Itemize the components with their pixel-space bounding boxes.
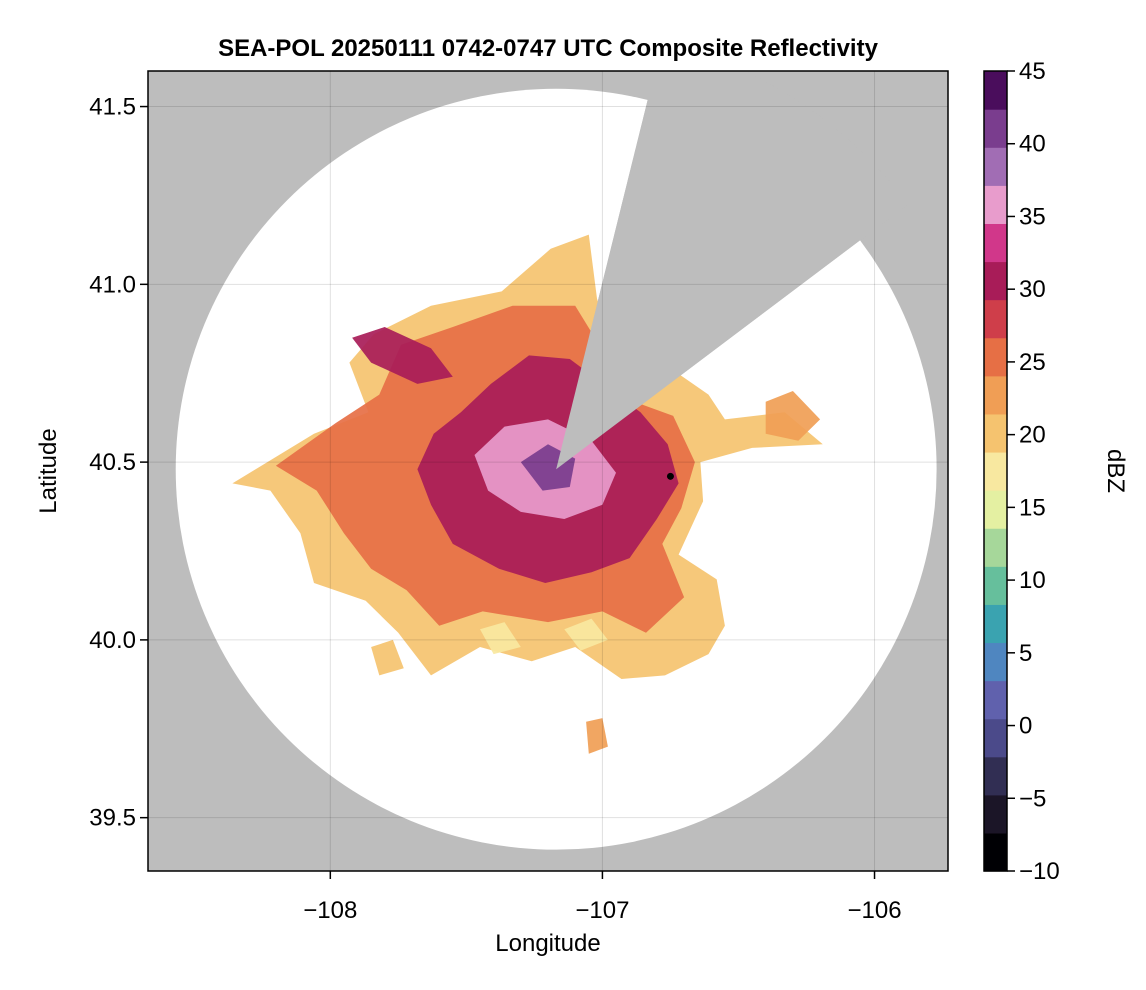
colorbar-cell [984, 223, 1007, 263]
y-tick-label: 40.5 [89, 449, 136, 476]
colorbar-tick-label: 0 [1019, 713, 1032, 740]
colorbar-cell [984, 642, 1007, 682]
colorbar-cell [984, 109, 1007, 148]
echo-region-southwest-blob [371, 639, 404, 676]
colorbar-tick-label: 45 [1019, 58, 1046, 85]
y-tick-label: 39.5 [89, 805, 136, 832]
radar-marker [666, 472, 674, 480]
colorbar-cell [984, 490, 1007, 529]
plot-frame [147, 70, 949, 872]
x-axis-ticks: −108 −107 −106 [303, 871, 902, 924]
y-tick-label: 41.5 [89, 94, 136, 121]
echo-region-south-blob [586, 718, 608, 754]
echo-region-south-green-1 [480, 622, 521, 655]
colorbar-tick-label: 25 [1019, 349, 1046, 376]
grid-lines [148, 71, 948, 871]
colorbar-cell [984, 566, 1007, 605]
echo-region-east-patch [765, 391, 821, 441]
colorbar-cell [984, 185, 1007, 224]
x-tick-label: −108 [303, 897, 357, 924]
colorbar-tick-label: 35 [1019, 203, 1046, 230]
colorbar-tick-label: 10 [1019, 567, 1046, 594]
echo-region-nw-band [352, 327, 453, 384]
x-tick-label: −106 [847, 897, 901, 924]
colorbar: −10 −5 0 5 10 15 20 25 30 35 40 45 dBZ [983, 58, 1129, 885]
colorbar-cell [984, 528, 1007, 567]
colorbar-cells [984, 71, 1007, 872]
colorbar-tick-label: 20 [1019, 422, 1046, 449]
colorbar-cell [984, 794, 1007, 834]
colorbar-label: dBZ [1102, 449, 1129, 493]
y-axis-label: Latitude [35, 428, 62, 513]
y-tick-label: 40.0 [89, 627, 136, 654]
colorbar-cell [984, 604, 1007, 644]
colorbar-cell [984, 261, 1007, 301]
colorbar-tick-label: −10 [1019, 858, 1060, 885]
colorbar-cell [984, 832, 1007, 872]
colorbar-tick-label: 15 [1019, 494, 1046, 521]
x-axis-label: Longitude [495, 930, 600, 957]
colorbar-cell [984, 147, 1007, 186]
colorbar-tick-label: 40 [1019, 131, 1046, 158]
echo-region-south-green-2 [564, 618, 608, 651]
colorbar-cell [984, 413, 1007, 453]
colorbar-cell [984, 337, 1007, 377]
colorbar-tick-label: 5 [1019, 640, 1032, 667]
colorbar-frame [983, 70, 1008, 872]
reflectivity-echoes [232, 71, 908, 754]
chart-title: SEA-POL 20250111 0742-0747 UTC Composite… [218, 35, 879, 62]
colorbar-tick-label: 30 [1019, 276, 1046, 303]
colorbar-cell [984, 71, 1007, 110]
colorbar-cell [984, 299, 1007, 339]
colorbar-tick-label: −5 [1019, 785, 1046, 812]
colorbar-cell [984, 375, 1007, 415]
colorbar-cell [984, 756, 1007, 796]
colorbar-cell [984, 451, 1007, 491]
y-axis-ticks: 39.5 40.0 40.5 41.0 41.5 [89, 94, 148, 832]
colorbar-cell [984, 718, 1007, 758]
colorbar-ticks: −10 −5 0 5 10 15 20 25 30 35 40 45 [1007, 58, 1060, 885]
colorbar-cell [984, 680, 1007, 720]
blocked-sector-mask [556, 71, 908, 470]
marker-layer [666, 472, 674, 480]
plot-area [148, 71, 948, 871]
x-tick-label: −107 [575, 897, 629, 924]
y-tick-label: 41.0 [89, 271, 136, 298]
